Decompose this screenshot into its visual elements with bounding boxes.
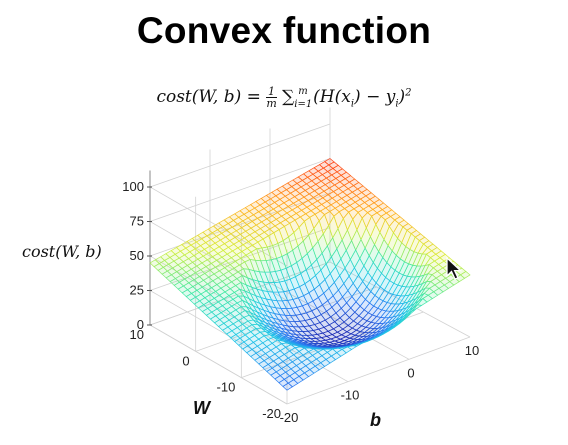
grid-line <box>149 261 331 326</box>
z-tick-label: 0 <box>137 317 144 332</box>
w-tick-label: -20 <box>262 406 281 421</box>
b-tick-label: 0 <box>407 365 414 380</box>
z-axis-label: cost(W, b) <box>22 242 102 261</box>
grid-line <box>286 336 471 405</box>
grid-line <box>269 282 410 360</box>
z-tick-label: 50 <box>130 248 144 263</box>
w-tick-label: -10 <box>217 380 236 395</box>
w-tick-label: 10 <box>130 327 144 342</box>
mouse-pointer-icon <box>446 256 463 280</box>
b-axis-label: b <box>370 410 381 430</box>
grid-line <box>149 324 288 405</box>
z-tick-label: 100 <box>122 179 144 194</box>
z-tick-label: 75 <box>130 214 144 229</box>
b-tick-label: 10 <box>465 343 479 358</box>
z-tick-label: 25 <box>130 283 144 298</box>
surface-cell <box>282 382 293 391</box>
slide-title: Convex function <box>136 10 432 51</box>
b-tick-label: -20 <box>280 410 299 425</box>
w-axis-label: W <box>193 398 212 418</box>
w-tick-label: 0 <box>182 353 189 368</box>
b-tick-label: -10 <box>341 388 360 403</box>
grid-line <box>195 286 377 352</box>
grid-line <box>209 303 349 383</box>
grid-line <box>329 261 471 338</box>
cost-surface <box>149 158 471 391</box>
